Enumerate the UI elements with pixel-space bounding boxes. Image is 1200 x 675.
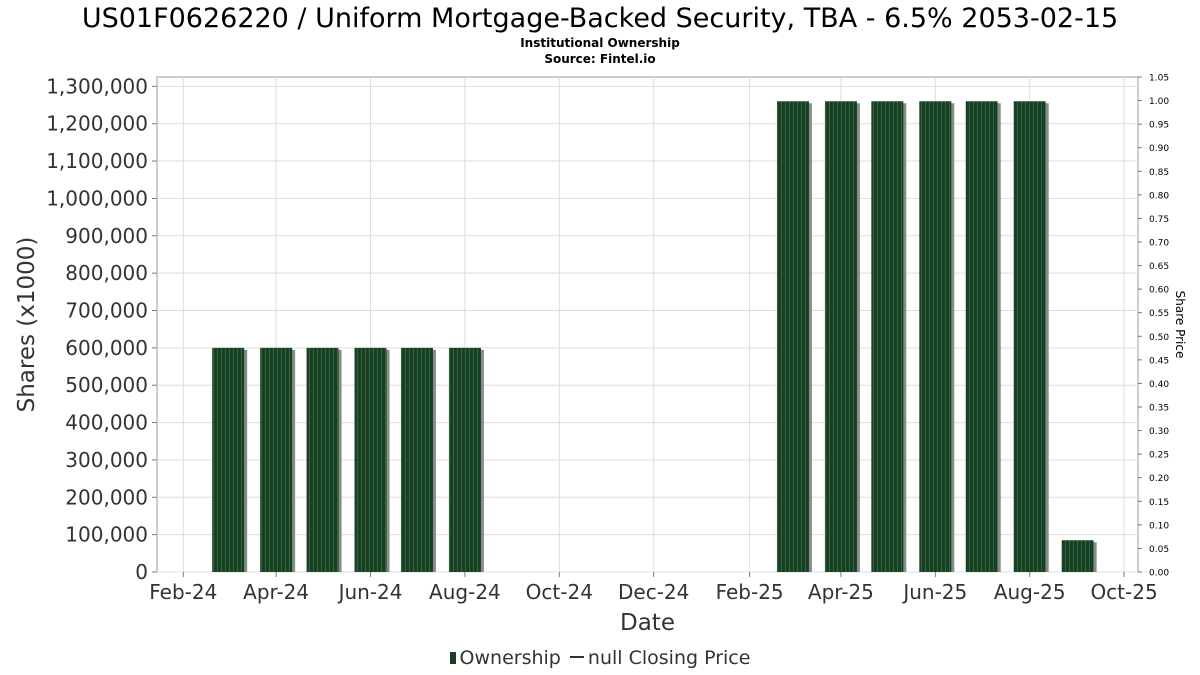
y2-tick-label: 0.80	[1149, 191, 1169, 201]
y-tick-label: 1,100,000	[46, 149, 148, 173]
ownership-bar	[260, 347, 293, 572]
chart-subtitle: Institutional Ownership	[520, 36, 680, 50]
x-tick-label: Apr-25	[808, 580, 874, 604]
y2-tick-label: 1.05	[1149, 74, 1169, 84]
y2-tick-label: 0.05	[1149, 545, 1169, 555]
y2-tick-label: 0.95	[1149, 121, 1169, 131]
y2-axis-title: Share Price	[1173, 291, 1187, 359]
y2-tick-label: 0.60	[1149, 286, 1169, 296]
y-tick-label: 300,000	[65, 448, 148, 472]
ownership-bar	[776, 101, 809, 572]
legend-price-swatch	[569, 656, 584, 658]
y-tick-label: 1,000,000	[46, 186, 148, 210]
y2-tick-label: 0.20	[1149, 474, 1169, 484]
x-tick-label: Oct-24	[526, 580, 593, 604]
legend-ownership-swatch	[449, 652, 456, 664]
y2-tick-label: 1.00	[1149, 97, 1169, 107]
ownership-bar	[354, 347, 387, 572]
x-tick-label: Jun-24	[337, 580, 403, 604]
y2-tick-label: 0.70	[1149, 239, 1169, 249]
y2-tick-label: 0.25	[1149, 451, 1169, 461]
x-tick-label: Dec-24	[618, 580, 689, 604]
ownership-bar	[448, 347, 481, 572]
y2-tick-label: 0.30	[1149, 427, 1169, 437]
x-tick-label: Apr-24	[243, 580, 309, 604]
y2-tick-label: 0.55	[1149, 309, 1169, 319]
ownership-bar	[919, 101, 952, 572]
ownership-bar	[1061, 540, 1094, 572]
y-tick-label: 200,000	[65, 485, 148, 509]
y-tick-label: 0	[135, 560, 148, 584]
chart-title: US01F0626220 / Uniform Mortgage-Backed S…	[81, 3, 1119, 34]
x-tick-label: Feb-24	[149, 580, 217, 604]
y2-tick-label: 0.00	[1149, 569, 1169, 579]
x-tick-label: Aug-25	[994, 580, 1066, 604]
y2-tick-label: 0.35	[1149, 404, 1169, 414]
ownership-bar	[400, 347, 433, 572]
ownership-bar	[306, 347, 339, 572]
y-tick-label: 500,000	[65, 373, 148, 397]
legend-price-label: null Closing Price	[587, 647, 751, 669]
ownership-bar	[212, 347, 245, 572]
y2-tick-label: 0.45	[1149, 356, 1169, 366]
y2-tick-label: 0.75	[1149, 215, 1169, 225]
legend: Ownership null Closing Price	[0, 646, 1200, 670]
y2-tick-label: 0.10	[1149, 521, 1169, 531]
y-tick-label: 1,300,000	[46, 74, 148, 98]
y2-tick-label: 0.40	[1149, 380, 1169, 390]
ownership-bar	[871, 101, 904, 572]
y-axis-title: Shares (x1000)	[14, 237, 40, 413]
y-tick-label: 700,000	[65, 298, 148, 322]
ownership-bar	[1013, 101, 1046, 572]
y2-tick-label: 0.85	[1149, 168, 1169, 178]
x-axis-title: Date	[620, 610, 675, 636]
y2-tick-label: 0.90	[1149, 144, 1169, 154]
y-tick-label: 100,000	[65, 523, 148, 547]
y2-tick-label: 0.15	[1149, 498, 1169, 508]
chart-source: Source: Fintel.io	[544, 52, 656, 66]
x-tick-label: Feb-25	[716, 580, 784, 604]
y-tick-label: 600,000	[65, 336, 148, 360]
y2-tick-label: 0.65	[1149, 262, 1169, 272]
y-tick-label: 400,000	[65, 411, 148, 435]
y2-tick-label: 0.50	[1149, 333, 1169, 343]
x-tick-label: Aug-24	[429, 580, 501, 604]
y-tick-label: 900,000	[65, 224, 148, 248]
ownership-bar	[824, 101, 857, 572]
y-tick-label: 800,000	[65, 261, 148, 285]
ownership-bar	[965, 101, 998, 572]
x-tick-label: Jun-25	[901, 580, 967, 604]
y-tick-label: 1,200,000	[46, 112, 148, 136]
legend-ownership-label: Ownership	[459, 647, 561, 669]
x-tick-label: Oct-25	[1090, 580, 1157, 604]
